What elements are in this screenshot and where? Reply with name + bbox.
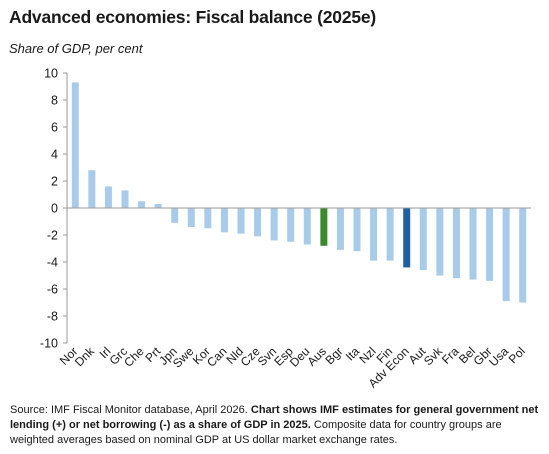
bar-pol [519,208,527,303]
footnote-source: Source: IMF Fiscal Monitor database, Apr… [10,404,251,416]
x-tick-label: Dnk [72,344,98,370]
bar-cze [254,208,262,237]
x-tick-label: Pol [506,344,528,366]
bar-nor [71,82,79,208]
bar-svn [270,208,278,241]
bar-can [220,208,228,233]
chart-title: Advanced economies: Fiscal balance (2025… [9,7,377,27]
chart-subtitle: Share of GDP, per cent [9,41,143,56]
bar-jpn [171,208,179,223]
y-tick-label: -4 [47,256,58,270]
bar-adv-econ [403,208,411,268]
bar-dnk [88,170,96,208]
bar-che [138,201,146,208]
y-tick-label: -2 [47,229,58,243]
footnote-rest: Composite data for country groups are we… [10,419,502,446]
bar-prt [154,203,162,208]
footnote-bold: Chart shows IMF estimates for general go… [10,404,539,431]
y-tick-label: -6 [47,283,58,297]
bar-gbr [486,208,494,281]
y-tick-label: 6 [51,121,58,135]
bar-ita [353,208,361,252]
y-tick-label: 10 [44,67,58,81]
bar-nzl [370,208,378,261]
bar-aut [419,208,427,271]
y-tick-label: 4 [51,148,58,162]
y-tick-label: -10 [40,337,58,351]
footnote: Source: IMF Fiscal Monitor database, Apr… [10,403,540,448]
y-tick-label: -8 [47,310,58,324]
x-tick-label: Bgr [322,344,345,367]
y-tick-label: 0 [51,202,58,216]
bar-deu [303,208,311,245]
bar-esp [287,208,295,242]
bar-fin [386,208,394,261]
bar-bgr [336,208,344,250]
bar-nld [237,208,245,234]
bar-bel [469,208,477,280]
y-tick-label: 8 [51,94,58,108]
bar-usa [502,208,510,302]
bar-aus [320,208,328,246]
bar-kor [204,208,212,229]
bar-grc [121,190,129,208]
bar-svk [436,208,444,276]
y-tick-label: 2 [51,175,58,189]
bar-irl [104,186,112,208]
bar-swe [187,208,195,227]
bar-fra [452,208,460,279]
